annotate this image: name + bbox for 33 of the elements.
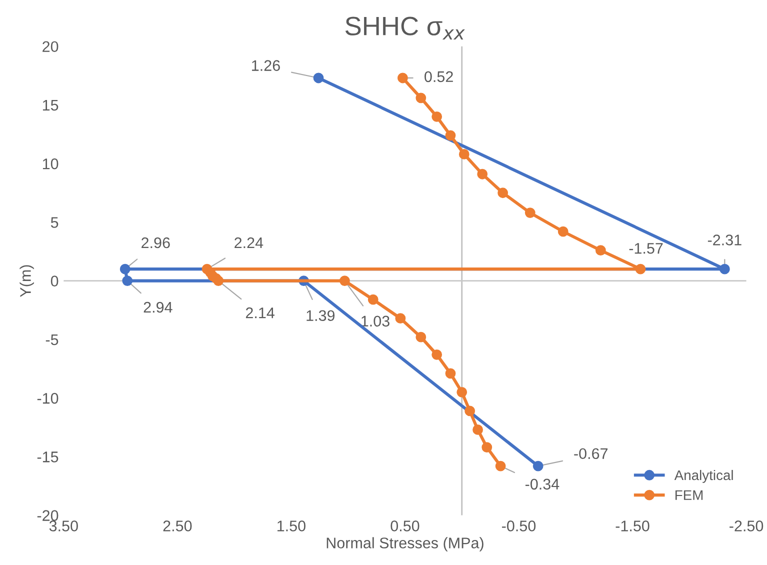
annotation: 1.39 (306, 310, 335, 322)
y-tick-label: -20 (37, 510, 58, 521)
chart-title: SHHC σ$_{xx}$ (345, 16, 465, 40)
annotation: 2.14 (246, 307, 274, 318)
annotation: -2.31 (708, 234, 742, 246)
x-axis-title: Normal Stresses (MPa) (326, 537, 484, 552)
x-tick-label: 1.50 (278, 520, 306, 532)
annotation: -0.67 (574, 448, 608, 460)
y-tick-label: 20 (42, 41, 58, 52)
x-tick-label: -1.50 (616, 520, 650, 532)
legend-label: Analytical (674, 470, 733, 483)
annotation: 0.52 (424, 71, 453, 82)
y-tick-label: 5 (50, 217, 58, 228)
annotation: -0.34 (525, 478, 560, 490)
annotation: 2.96 (142, 237, 170, 248)
x-tick-label: 3.50 (49, 520, 78, 532)
legend-label: FEM (675, 490, 703, 500)
x-tick-label: -2.50 (730, 520, 764, 532)
y-tick-label: 15 (42, 100, 58, 111)
x-tick-label: 0.50 (390, 520, 420, 532)
y-tick-label: -15 (37, 452, 58, 462)
y-tick-label: 10 (42, 158, 58, 170)
y-tick-label: -5 (46, 334, 58, 346)
y-tick-label: 0 (50, 276, 58, 286)
annotation: 1.26 (252, 60, 280, 71)
annotation: 1.03 (362, 316, 390, 327)
y-tick-label: -10 (37, 392, 58, 404)
annotation: -1.57 (629, 243, 663, 254)
x-tick-label: -0.50 (502, 520, 536, 532)
x-tick-label: 2.50 (163, 520, 192, 532)
annotation: 2.94 (144, 302, 172, 313)
annotation: 2.24 (234, 237, 264, 248)
y-axis-title: Y(m) (20, 265, 34, 298)
